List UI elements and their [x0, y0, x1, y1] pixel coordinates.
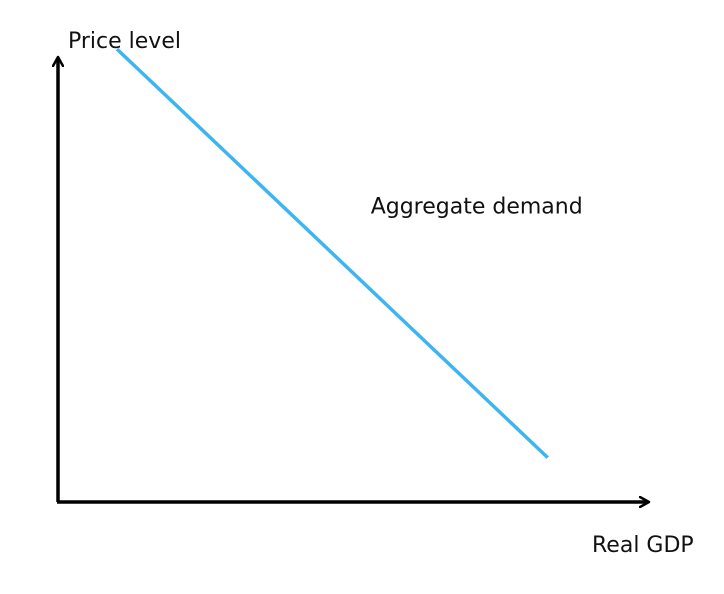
series-line-aggregate-demand — [115, 47, 549, 459]
series-label-aggregate-demand: Aggregate demand — [371, 194, 583, 219]
x-axis-label: Real GDP — [592, 533, 694, 558]
series-layer — [115, 47, 549, 459]
y-axis-label: Price level — [68, 29, 181, 54]
